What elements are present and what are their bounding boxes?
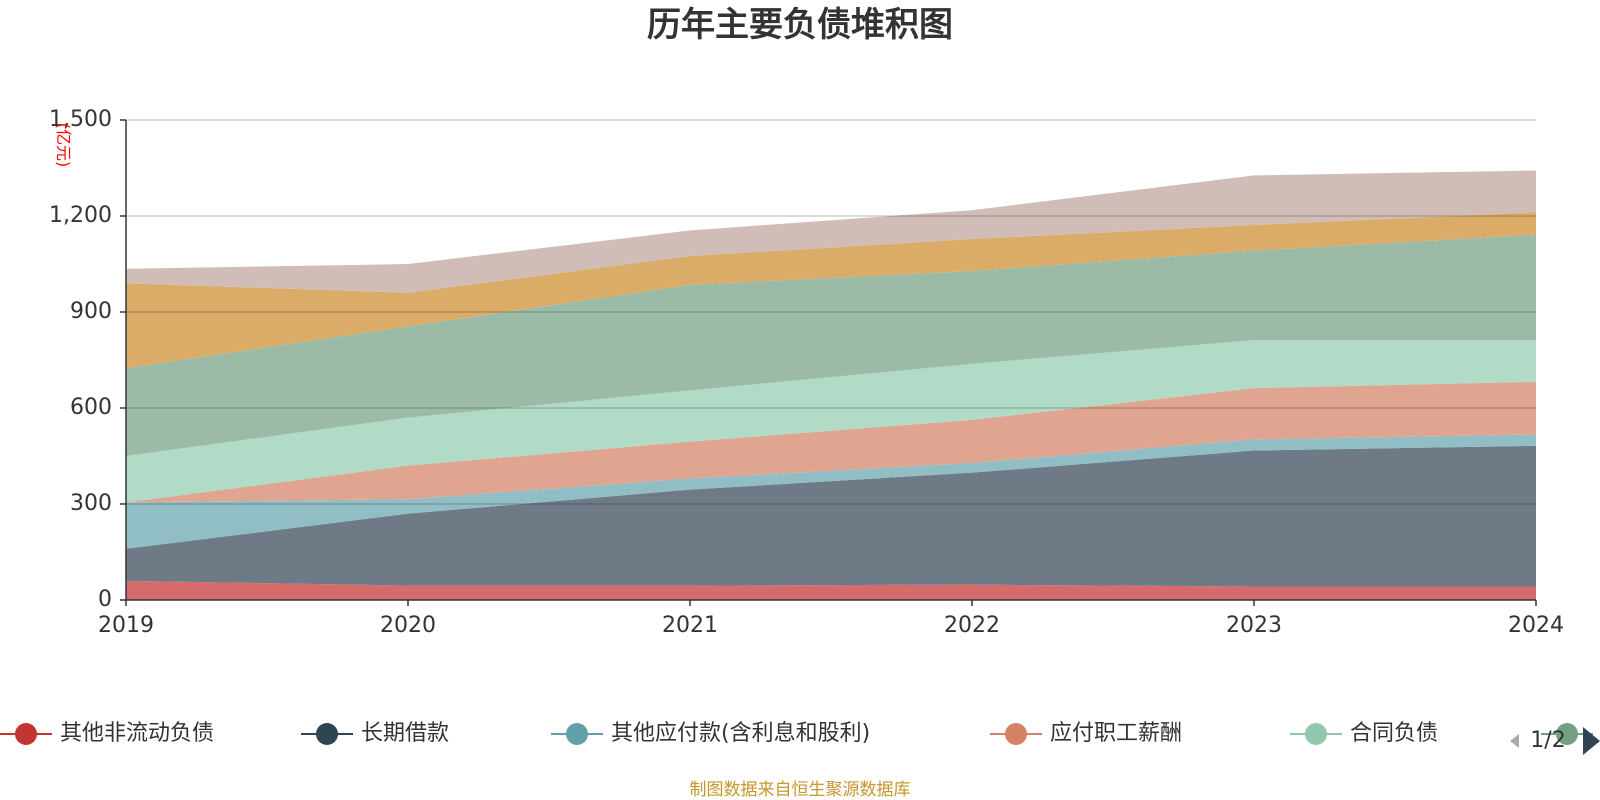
legend-label: 长期借款 [361,721,449,746]
area-series-7 [126,212,1536,368]
legend-item[interactable]: 其他非流动负债 [0,721,214,746]
x-tick-label: 2024 [1508,613,1564,638]
x-tick-label: 2019 [98,613,154,638]
legend: 其他非流动负债长期借款其他应付款(含利息和股利)应付职工薪酬合同负债应付票据及应… [0,721,1593,746]
legend-label: 其他非流动负债 [60,721,214,746]
legend-marker-icon [1305,723,1327,745]
area-series-2 [126,445,1536,587]
legend-page-indicator: 1/2 [1530,728,1565,753]
y-tick-label: 900 [70,299,112,324]
chart-title: 历年主要负债堆积图 [647,5,953,45]
y-axis-unit: (亿元) [54,123,73,168]
y-tick-label: 1,500 [49,107,112,132]
legend-item[interactable]: 合同负债 [1290,721,1438,746]
x-tick-label: 2021 [662,613,718,638]
legend-label: 应付职工薪酬 [1050,721,1182,746]
x-tick-label: 2020 [380,613,436,638]
area-series [126,170,1536,600]
legend-marker-icon [15,723,37,745]
legend-marker-icon [1556,723,1578,745]
legend-pager: 1/2 [1510,727,1600,755]
legend-next-icon[interactable] [1583,727,1600,755]
y-tick-label: 1,200 [49,203,112,228]
legend-item[interactable]: 长期借款 [301,721,449,746]
legend-item[interactable]: 其他应付款(含利息和股利) [551,721,870,746]
legend-prev-icon[interactable] [1510,734,1519,748]
data-source-note: 制图数据来自恒生聚源数据库 [690,780,911,800]
axes: 0 300 600 900 1,200 1,500 2019 2020 2021 2022 2023… [49,107,1564,638]
area-series-5 [126,340,1536,503]
legend-marker-icon [566,723,588,745]
legend-marker-icon [1005,723,1027,745]
y-tick-label: 600 [70,395,112,420]
area-series-4 [126,381,1536,503]
area-series-8 [126,170,1536,293]
legend-marker-icon [316,723,338,745]
x-tick-label: 2023 [1226,613,1282,638]
y-tick-label: 300 [70,491,112,516]
legend-label: 合同负债 [1350,721,1438,746]
y-tick-label: 0 [98,587,112,612]
legend-item[interactable]: 应付职工薪酬 [990,721,1182,746]
x-tick-label: 2022 [944,613,1000,638]
grid-lines [126,119,1536,505]
area-series-6 [126,234,1536,456]
legend-label: 其他应付款(含利息和股利) [611,721,870,746]
area-series-3 [126,434,1536,549]
